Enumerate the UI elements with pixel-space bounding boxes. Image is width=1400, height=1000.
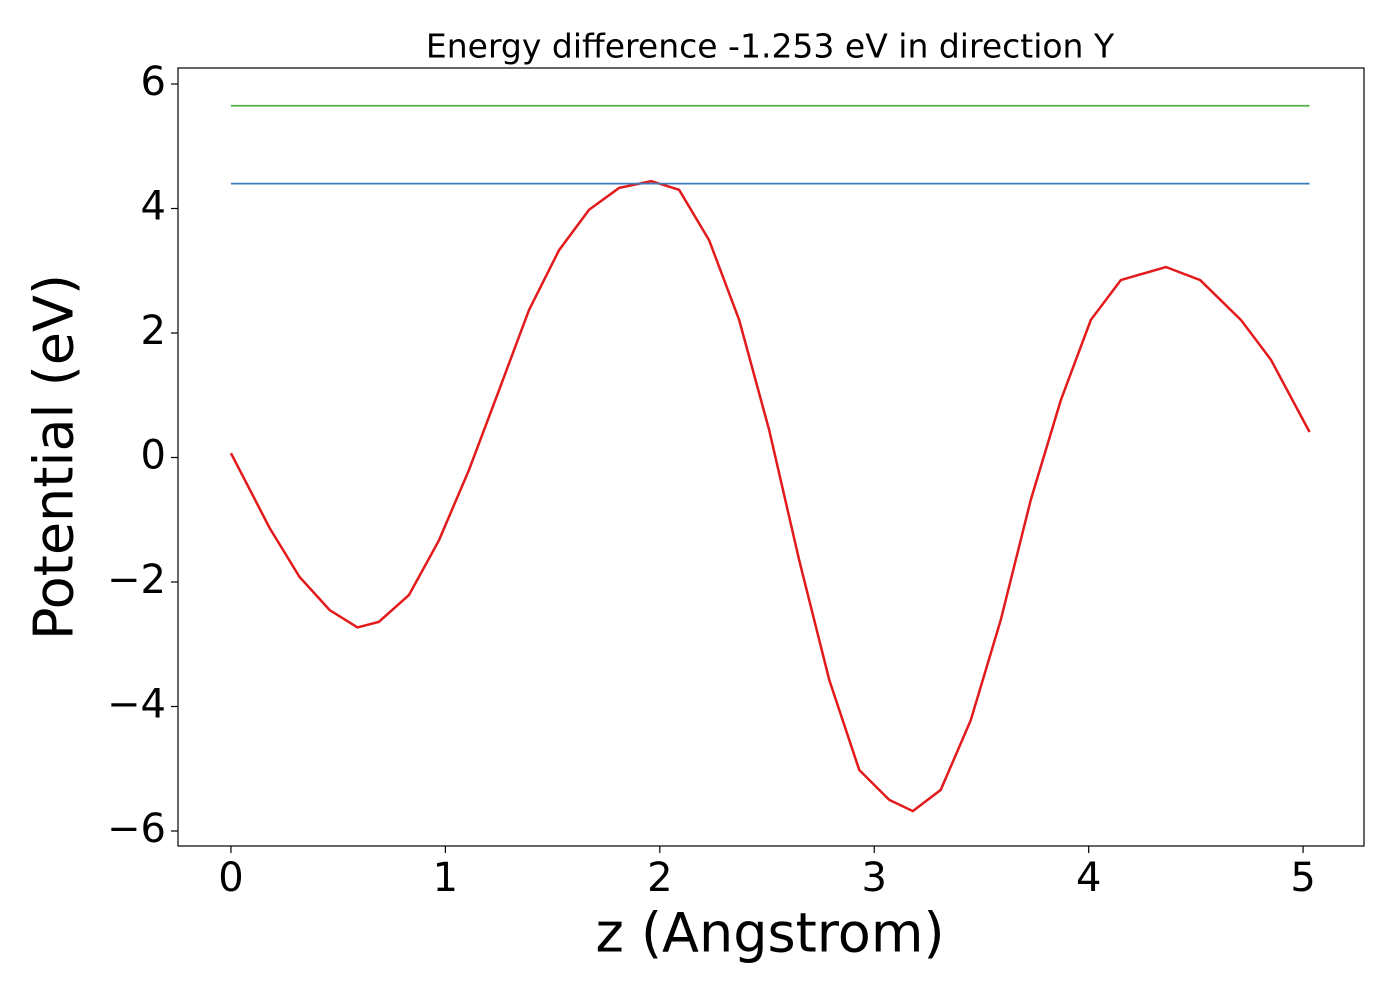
x-tick-label: 1: [433, 855, 458, 901]
y-tick-label: −2: [107, 557, 166, 603]
series-line: [229, 179, 1311, 813]
x-tick-label: 3: [862, 855, 887, 901]
y-tick-label: 4: [141, 183, 166, 229]
y-tick-label: 0: [141, 432, 166, 478]
plot-frame: [177, 67, 1365, 847]
x-tick-label: 5: [1290, 855, 1315, 901]
chart-title: Energy difference -1.253 eV in direction…: [426, 27, 1115, 66]
y-axis-label: Potential (eV): [23, 274, 86, 640]
y-tick-label: 2: [141, 308, 166, 354]
x-tick-label: 0: [218, 855, 243, 901]
x-tick-label: 2: [647, 855, 672, 901]
x-axis-label: z (Angstrom): [595, 902, 944, 965]
y-tick-label: 6: [141, 59, 166, 105]
y-tick-label: −6: [107, 806, 166, 852]
x-tick-label: 4: [1076, 855, 1101, 901]
y-tick-label: −4: [107, 681, 166, 727]
